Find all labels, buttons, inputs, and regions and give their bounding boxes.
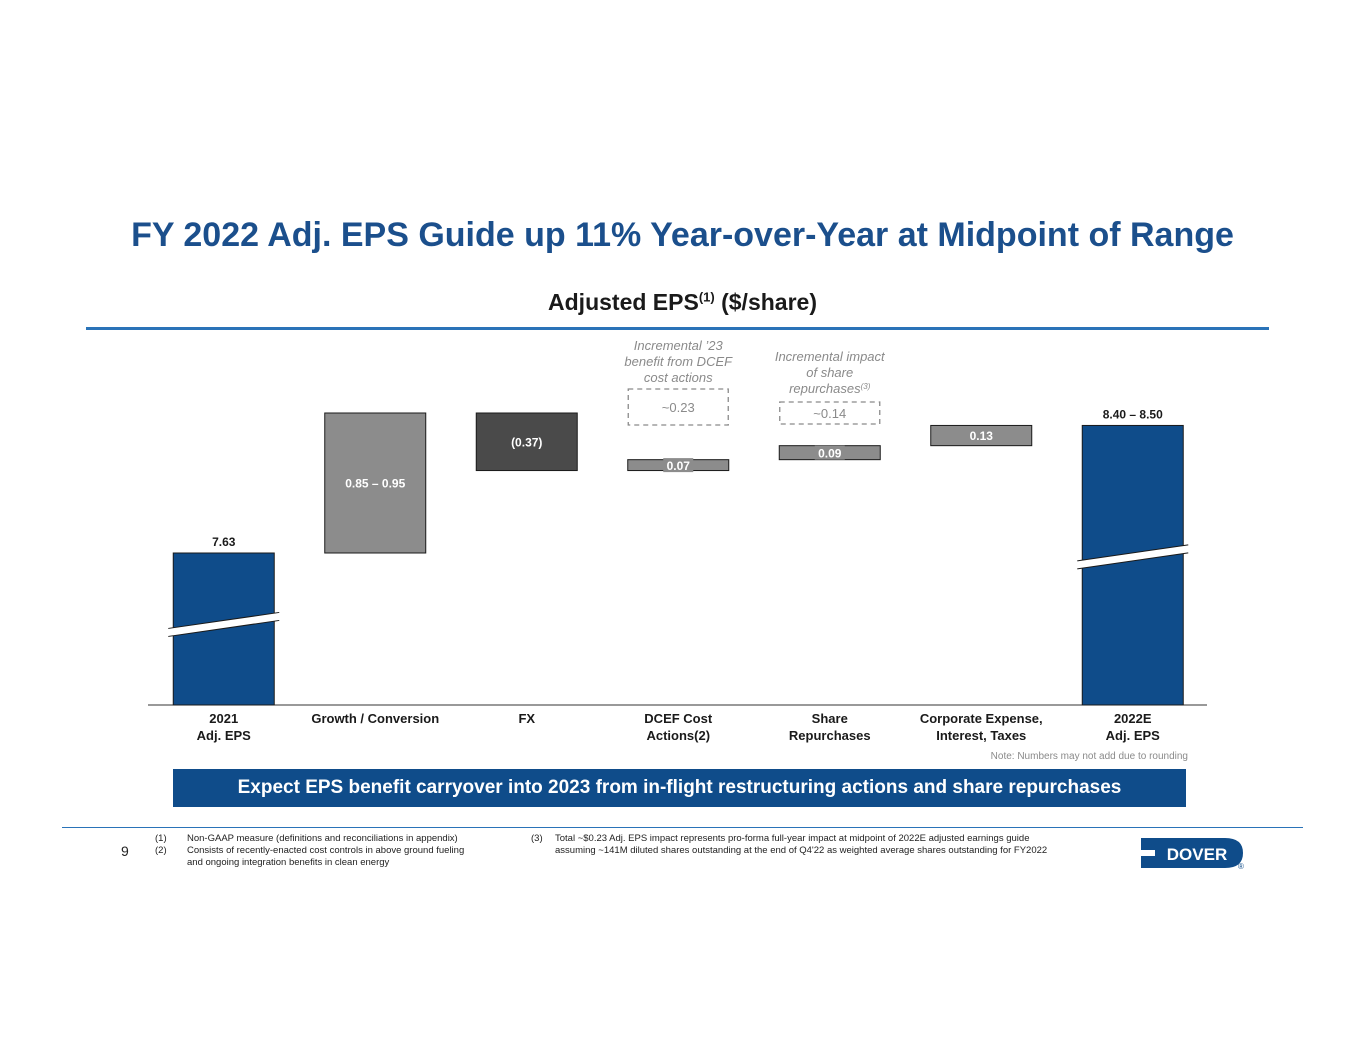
annotation-text-1-line-3: repurchases(3): [789, 381, 871, 396]
category-label-4: Share: [812, 711, 848, 726]
footnote-1-number: (1): [155, 833, 167, 844]
bar-label-2: (0.37): [511, 435, 542, 449]
dover-logo: DOVER: [1141, 838, 1243, 868]
axis-break-0: [168, 612, 280, 637]
callout-banner: Expect EPS benefit carryover into 2023 f…: [173, 769, 1186, 807]
chart-title-unit: ($/share): [721, 289, 817, 315]
chart-title-text: Adjusted EPS: [548, 289, 699, 315]
bar-label-bg-3: [663, 458, 694, 473]
category-label-0: 2021: [209, 711, 238, 726]
category-label-3: DCEF Cost: [644, 711, 713, 726]
footnote-2: (2) Consists of recently-enacted cost co…: [155, 845, 515, 869]
annotation-box-0: [627, 388, 729, 426]
page-title: FY 2022 Adj. EPS Guide up 11% Year-over-…: [131, 216, 1234, 254]
annotation-footnote-ref-1: (3): [861, 382, 871, 391]
footnote-1: (1) Non-GAAP measure (definitions and re…: [155, 833, 515, 845]
rounding-note: Note: Numbers may not add due to roundin…: [990, 751, 1188, 762]
footnote-3-text: Total ~$0.23 Adj. EPS impact represents …: [555, 833, 1030, 844]
annotation-text-0-line-2: benefit from DCEF: [624, 354, 733, 369]
category-label-6-line-2: Adj. EPS: [1106, 728, 1161, 743]
chart-title: Adjusted EPS(1) ($/share): [0, 289, 1365, 316]
category-label-4-line-2: Repurchases: [789, 728, 871, 743]
axis-break-line-b-0: [168, 611, 280, 629]
category-label-0-line-2: Adj. EPS: [197, 728, 252, 743]
footnote-2-text-continued: and ongoing integration benefits in clea…: [187, 857, 390, 868]
bar-label-5: 0.13: [970, 429, 994, 443]
chart-title-footnote-ref: (1): [698, 289, 715, 305]
annotation-text-0-line-3: cost actions: [644, 370, 713, 385]
axis-break-line-a-0: [168, 619, 280, 637]
annotation-value-0: ~0.23: [662, 400, 695, 415]
annotation-text-0-line-1: Incremental ’23: [634, 338, 724, 353]
page-number: 9: [121, 843, 129, 859]
category-label-5-line-2: Interest, Taxes: [936, 728, 1026, 743]
footer-divider: [62, 827, 1303, 828]
footnote-3-text-continued: assuming ~141M diluted shares outstandin…: [555, 845, 1048, 856]
axis-break-6: [1077, 544, 1189, 569]
footnote-1-text: Non-GAAP measure (definitions and reconc…: [187, 833, 458, 844]
bar-label-1: 0.85 – 0.95: [345, 477, 405, 491]
bar-1: [324, 412, 427, 554]
annotation-value-1: ~0.14: [813, 406, 846, 421]
bar-label-0: 7.63: [212, 535, 236, 549]
category-label-3-line-2: Actions(2): [646, 728, 710, 743]
bar-label-bg-4: [814, 445, 845, 460]
axis-break-line-b-6: [1077, 544, 1189, 562]
bar-5: [930, 424, 1033, 447]
logo-registered-mark: ®: [1238, 862, 1244, 871]
bar-label-6: 8.40 – 8.50: [1103, 407, 1163, 421]
footnote-3-number: (3): [531, 833, 543, 844]
footnote-2-text: Consists of recently-enacted cost contro…: [187, 845, 465, 856]
annotation-text-1-line-2: of share: [806, 365, 853, 380]
footnote-2-number: (2): [155, 845, 167, 856]
category-label-5: Corporate Expense,: [920, 711, 1043, 726]
title-divider: [86, 327, 1269, 330]
category-label-1: Growth / Conversion: [311, 711, 439, 726]
annotation-text-1-line-1: Incremental impact: [775, 349, 886, 364]
category-label-6: 2022E: [1114, 711, 1152, 726]
footnote-3: (3) Total ~$0.23 Adj. EPS impact represe…: [531, 833, 1101, 857]
annotation-box-1: [779, 401, 881, 425]
waterfall-chart: 7.63 2021 Adj. EPS 0.85 – 0.95 Growth / Conv…: [148, 338, 1207, 743]
bar-label-4: 0.09: [818, 447, 842, 461]
bar-2: [475, 412, 578, 472]
category-label-2: FX: [518, 711, 535, 726]
bar-label-3: 0.07: [667, 459, 691, 473]
svg-text:DOVER: DOVER: [1167, 845, 1227, 864]
axis-break-line-a-6: [1077, 552, 1189, 570]
